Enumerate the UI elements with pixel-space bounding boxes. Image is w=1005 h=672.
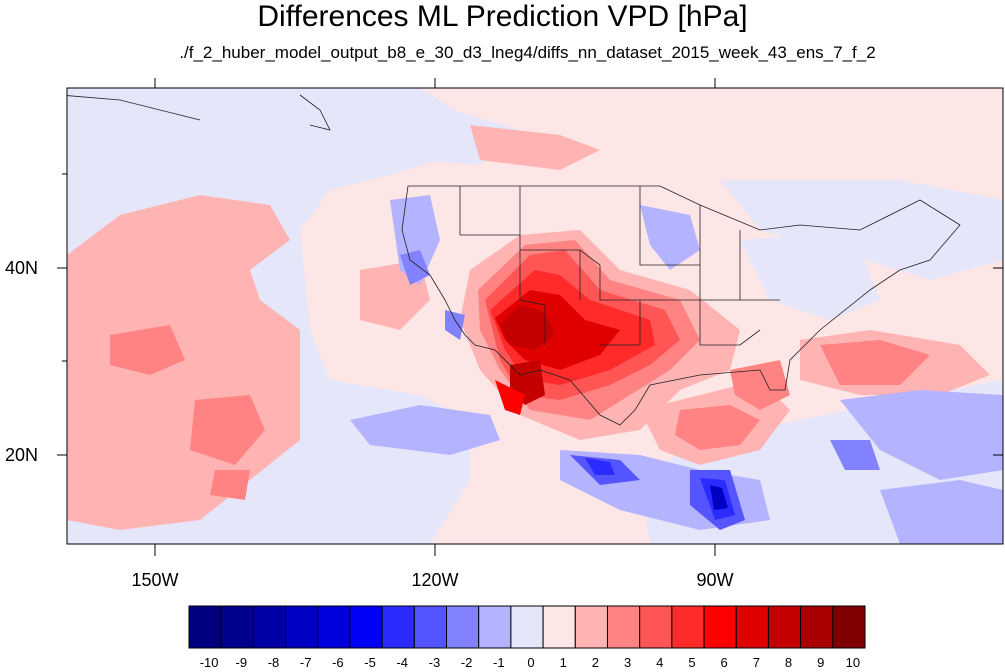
colorbar-label: -6 (332, 655, 344, 670)
colorbar-box (446, 605, 480, 649)
northeast-light-blue-patches (740, 235, 880, 320)
colorbar-box (800, 605, 834, 649)
colorbar-box (510, 605, 544, 649)
colorbar-box (671, 605, 705, 649)
pacific-red-patches (110, 325, 265, 500)
lon-label-150w: 150W (131, 570, 179, 590)
colorbar-label: -1 (493, 655, 505, 670)
colorbar-label: 8 (784, 655, 793, 670)
colorbar-label: -8 (267, 655, 280, 670)
colorbar-box (542, 605, 576, 649)
colorbar-label: 0 (527, 655, 535, 670)
colorbar-box (220, 605, 254, 649)
colorbar-box (317, 605, 351, 649)
colorbar-box (606, 605, 641, 649)
colorbar-label: 3 (623, 655, 632, 670)
lon-label-120w: 120W (411, 570, 459, 590)
colorbar-box (703, 605, 737, 649)
colorbar-label: -10 (199, 655, 219, 670)
colorbar-label: 2 (591, 655, 599, 670)
colorbar-box (252, 605, 287, 649)
colorbar-label: -9 (235, 655, 248, 670)
southwest-heat-region (460, 230, 740, 440)
colorbar-box (349, 605, 383, 649)
colorbar-label: -2 (460, 655, 473, 670)
lat-label-20n: 20N (4, 445, 38, 465)
map-frame (66, 87, 1004, 545)
colorbar-label: 6 (720, 655, 728, 670)
colorbar-box (639, 605, 673, 649)
plot-subtitle: ./f_2_huber_model_output_b8_e_30_d3_lneg… (179, 43, 876, 62)
lon-label-90w: 90W (696, 570, 734, 590)
blue-cool-patches (350, 195, 1003, 544)
colorbar-label: 10 (845, 655, 861, 670)
colorbar-box (381, 605, 415, 649)
colorbar-label: -5 (364, 655, 376, 670)
colorbar-box (574, 605, 608, 649)
colorbar-box (735, 605, 769, 649)
colorbar-label: 4 (656, 655, 664, 670)
lat-label-40n: 40N (4, 258, 38, 278)
colorbar-label: 9 (817, 655, 825, 670)
colorbar-box (285, 605, 319, 649)
gulf-warm-patches (640, 330, 990, 465)
colorbar-label: 5 (688, 655, 696, 670)
colorbar-box (478, 605, 512, 649)
colorbar-label: -3 (428, 655, 441, 670)
colorbar-label: 7 (752, 655, 760, 670)
colorbar-box (832, 605, 866, 649)
plot-title: Differences ML Prediction VPD [hPa] (257, 0, 748, 33)
colorbar-box (188, 605, 222, 649)
colorbar-label: -4 (396, 655, 409, 670)
colorbar-label: 1 (559, 655, 567, 670)
country-borders (67, 94, 961, 426)
axis-ticks (57, 78, 1003, 556)
colorbar-box (413, 605, 448, 649)
colorbar-label: -7 (299, 655, 312, 670)
colorbar-box (767, 605, 802, 649)
